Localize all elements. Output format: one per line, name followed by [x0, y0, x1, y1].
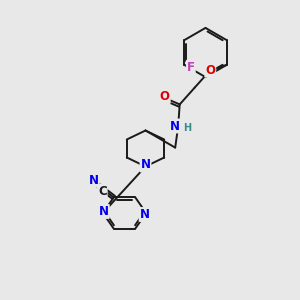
Text: O: O [160, 90, 170, 103]
Text: C: C [98, 185, 107, 198]
Text: N: N [89, 174, 99, 187]
Text: H: H [183, 123, 191, 134]
Text: O: O [205, 64, 215, 77]
Text: N: N [99, 205, 109, 218]
Text: N: N [140, 208, 150, 221]
Text: N: N [140, 158, 151, 172]
Text: F: F [187, 61, 195, 74]
Text: N: N [169, 119, 180, 133]
